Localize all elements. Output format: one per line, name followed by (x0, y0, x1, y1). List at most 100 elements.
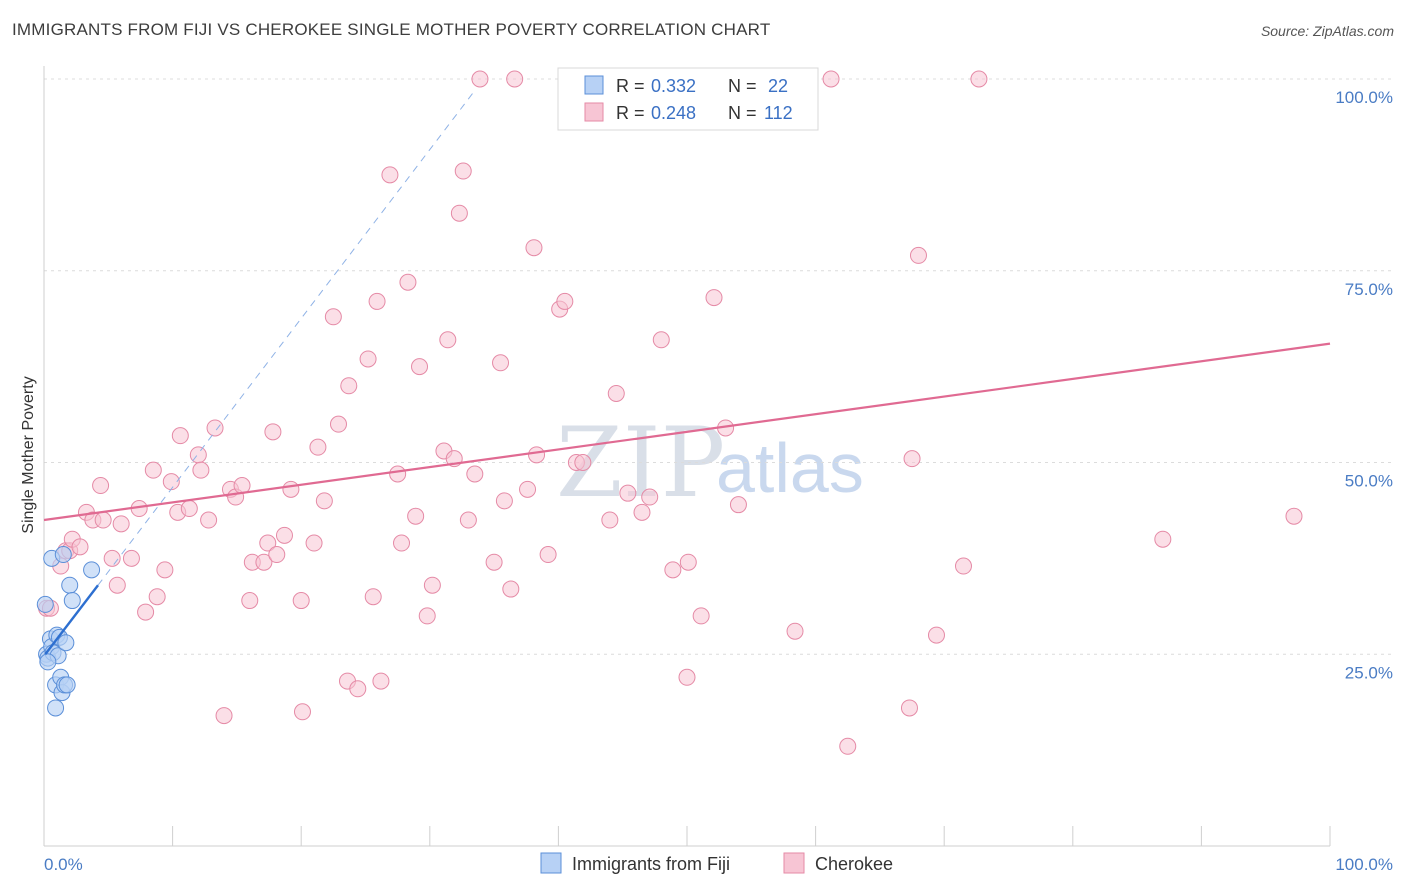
bottom-legend-swatch-cherokee[interactable] (783, 852, 805, 874)
cherokee-point (601, 511, 619, 529)
cherokee-point (340, 377, 358, 395)
source-label: Source: ZipAtlas.com (1260, 23, 1394, 39)
cherokee-point (393, 534, 411, 552)
cherokee-point (94, 511, 112, 529)
cherokee-point (368, 292, 386, 310)
fiji-point (39, 653, 57, 671)
cherokee-point (315, 492, 333, 510)
cherokee-point (293, 703, 311, 721)
cherokee-point (156, 561, 174, 579)
cherokee-point (954, 557, 972, 575)
y-tick-label-50: 50.0% (1345, 472, 1393, 491)
fiji-point (36, 595, 54, 613)
cherokee-point (471, 70, 489, 88)
cherokee-point (305, 534, 323, 552)
bottom-legend-label-cherokee[interactable]: Cherokee (815, 854, 893, 874)
cherokee-point (92, 477, 110, 495)
cherokee-point (539, 546, 557, 564)
legend-r-label-fiji: R = (616, 76, 645, 96)
cherokee-point (633, 503, 651, 521)
cherokee-point (268, 546, 286, 564)
bottom-legend-label-fiji[interactable]: Immigrants from Fiji (572, 854, 730, 874)
cherokee-point (108, 576, 126, 594)
cherokee-point (705, 289, 723, 307)
cherokee-point (215, 707, 233, 725)
cherokee-point (492, 354, 510, 372)
cherokee-point (259, 534, 277, 552)
cherokee-point (71, 538, 89, 556)
trend-lines (43, 90, 1331, 655)
cherokee-point (786, 622, 804, 640)
cherokee-point (556, 292, 574, 310)
cherokee-point (359, 350, 377, 368)
cherokee-point (495, 492, 513, 510)
fiji-point (63, 592, 81, 610)
cherokee-point (171, 427, 189, 445)
cherokee-point (349, 680, 367, 698)
fiji-point (54, 546, 72, 564)
cherokee-point (399, 273, 417, 291)
cherokee-point (112, 515, 130, 533)
cherokee-point (1285, 507, 1303, 525)
y-tick-label-75: 75.0% (1345, 280, 1393, 299)
legend-n-value-fiji: 22 (768, 76, 788, 96)
axes (43, 66, 1331, 847)
cherokee-point (454, 162, 472, 180)
cherokee-point (525, 239, 543, 257)
bottom-legend-swatch-fiji[interactable] (540, 852, 562, 874)
cherokee-point (519, 480, 537, 498)
legend-n-label-cherokee: N = (728, 103, 757, 123)
cherokee-point (418, 607, 436, 625)
cherokee-point (1154, 530, 1172, 548)
chart-title: IMMIGRANTS FROM FIJI VS CHEROKEE SINGLE … (12, 20, 771, 39)
cherokee-point (137, 603, 155, 621)
cherokee-point (574, 454, 592, 471)
fiji-point (83, 561, 101, 579)
cherokee-point (970, 70, 988, 88)
cherokee-point (364, 588, 382, 606)
cherokee-point (459, 511, 477, 529)
cherokee-point (411, 358, 429, 376)
cherokee-point (439, 331, 457, 349)
cherokee-point (264, 423, 282, 441)
cherokee-point (200, 511, 218, 529)
fiji-trend-line (44, 584, 99, 655)
cherokee-point (679, 553, 697, 571)
cherokee-point (372, 672, 390, 690)
cherokee-point (502, 580, 520, 598)
cherokee-point (641, 488, 659, 506)
cherokee-point (900, 699, 918, 717)
cherokee-point (903, 450, 921, 468)
cherokee-point (292, 592, 310, 610)
cherokee-point (528, 446, 546, 464)
cherokee-trend-line (43, 342, 1331, 522)
fiji-point (57, 634, 75, 652)
legend-r-value-fiji: 0.332 (651, 76, 696, 96)
legend-swatch-fiji (584, 75, 604, 95)
cherokee-point (324, 308, 342, 326)
y-axis-label: Single Mother Poverty (20, 376, 37, 533)
cherokee-point (607, 384, 625, 402)
x-tick-label-min: 0.0% (44, 855, 83, 874)
cherokee-point (148, 588, 166, 606)
cherokee-point (282, 480, 300, 498)
fiji-point (58, 676, 76, 694)
cherokee-point (389, 465, 407, 483)
legend-r-value-cherokee: 0.248 (651, 103, 696, 123)
cherokee-point (652, 331, 670, 349)
cherokee-point (485, 553, 503, 571)
cherokee-point (619, 484, 637, 502)
fiji-point (61, 576, 79, 594)
x-tick-label-max: 100.0% (1335, 855, 1393, 874)
watermark-atlas: atlas (716, 429, 864, 507)
cherokee-point (241, 592, 259, 610)
cherokee-point (450, 204, 468, 222)
legend-n-value-cherokee: 112 (764, 103, 793, 123)
y-tick-label-100: 100.0% (1335, 88, 1393, 107)
fiji-point (47, 699, 65, 717)
cherokee-point (206, 419, 224, 437)
cherokee-points (38, 70, 1303, 755)
cherokee-point (122, 549, 140, 567)
cherokee-point (664, 561, 682, 579)
